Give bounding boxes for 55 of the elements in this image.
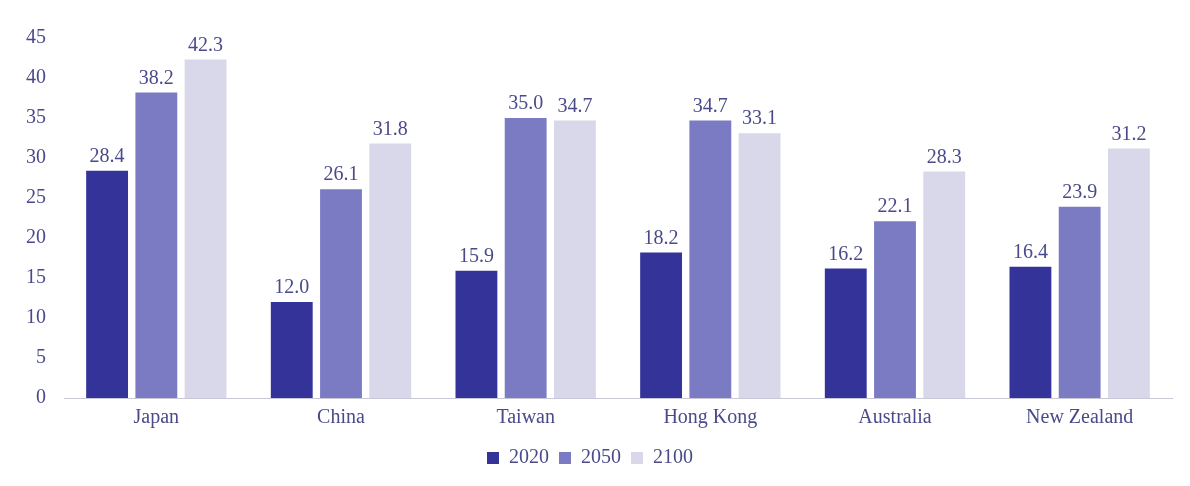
bar [1107,148,1150,398]
bar [504,118,547,398]
data-label: 15.9 [458,244,494,267]
bar [184,59,227,398]
y-tick-label: 10 [26,305,46,328]
legend-label: 2050 [581,445,621,468]
data-label: 31.8 [372,116,408,139]
bar [369,143,412,398]
bar [640,252,683,398]
bar [923,171,966,398]
x-tick-label: China [317,405,366,428]
data-label: 16.4 [1012,240,1048,263]
bar [738,133,781,398]
data-label: 31.2 [1111,121,1147,144]
bar [1009,266,1052,398]
data-label: 34.7 [557,93,593,116]
legend-label: 2020 [509,445,549,468]
bar [1058,206,1101,398]
bar [135,92,178,398]
x-tick-label: Japan [133,405,180,429]
bar [874,221,916,398]
y-tick-label: 45 [26,25,46,48]
x-tick-label: Hong Kong [663,405,758,429]
legend-label: 2100 [653,445,693,468]
data-label: 33.1 [742,106,778,129]
y-tick-label: 5 [36,345,46,368]
y-tick-label: 35 [26,105,46,128]
data-label: 12.0 [274,275,310,298]
data-label: 16.2 [828,241,864,264]
x-tick-label: Australia [858,405,932,428]
x-tick-label: Taiwan [496,405,555,428]
y-tick-label: 20 [26,225,46,248]
bar [270,302,313,398]
bar [824,268,867,398]
data-label: 35.0 [508,91,544,114]
data-label: 42.3 [188,32,224,55]
y-tick-label: 0 [36,385,46,408]
data-label: 23.9 [1062,180,1098,203]
y-tick-label: 25 [26,185,46,208]
bar [86,170,129,398]
data-label: 34.7 [692,93,728,116]
y-tick-label: 30 [26,145,46,168]
data-label: 28.3 [926,144,962,167]
y-tick-label: 15 [26,265,46,288]
x-tick-label: New Zealand [1026,405,1134,428]
data-label: 26.1 [323,162,359,185]
bar [553,120,596,398]
y-tick-label: 40 [26,65,46,88]
bar [455,270,498,398]
bar [320,189,362,398]
data-label: 18.2 [643,225,679,248]
data-label: 38.2 [138,65,174,88]
data-label: 28.4 [89,144,125,167]
bar [689,120,732,398]
data-label: 22.1 [877,194,913,217]
